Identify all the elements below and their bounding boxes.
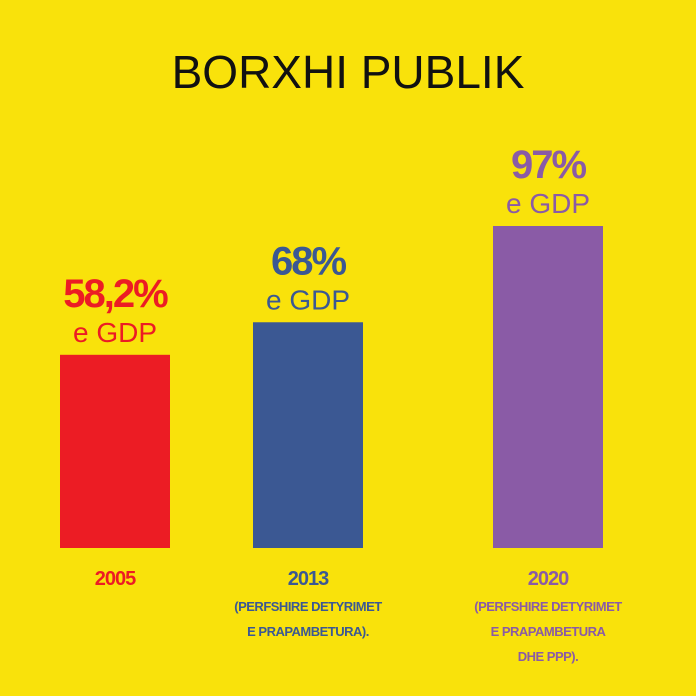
category-note: DHE PPP). xyxy=(518,649,579,664)
value-label: 58,2% xyxy=(63,272,168,316)
category-note: (PERFSHIRE DETYRIMET xyxy=(474,599,622,614)
category-note: E PRAPAMBETURA). xyxy=(247,624,369,639)
x-tick-label: 2020 xyxy=(528,568,569,590)
category-note: E PRAPAMBETURA xyxy=(491,624,607,639)
bar xyxy=(253,322,363,548)
bar xyxy=(493,226,603,548)
value-sublabel: e GDP xyxy=(506,188,590,219)
x-tick-label: 2005 xyxy=(95,568,136,590)
bar xyxy=(60,354,170,548)
value-sublabel: e GDP xyxy=(266,284,350,315)
value-label: 68% xyxy=(271,239,346,283)
x-tick-label: 2013 xyxy=(288,568,329,590)
chart-title: BORXHI PUBLIK xyxy=(172,46,525,98)
category-note: (PERFSHIRE DETYRIMET xyxy=(234,599,382,614)
value-label: 97% xyxy=(511,143,586,187)
value-sublabel: e GDP xyxy=(73,317,157,348)
